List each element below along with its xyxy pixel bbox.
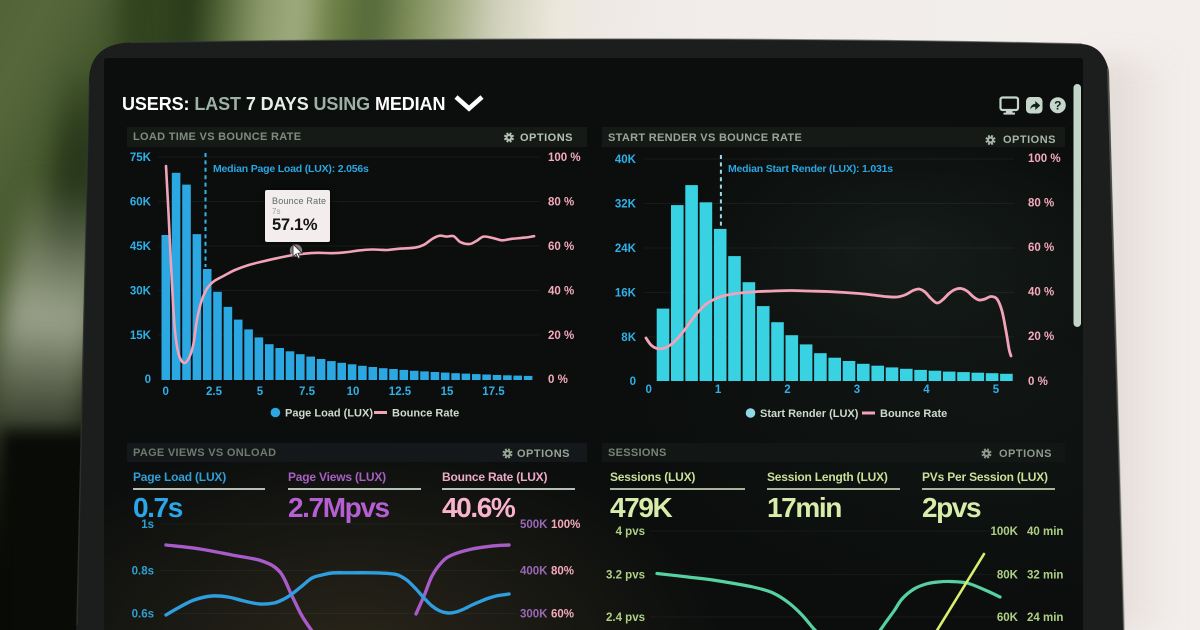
svg-text:80 %: 80 %	[1028, 198, 1054, 210]
svg-text:100K: 100K	[991, 526, 1019, 538]
svg-text:32K: 32K	[615, 199, 637, 211]
svg-text:Start Render (LUX): Start Render (LUX)	[760, 408, 859, 420]
svg-text:5: 5	[257, 386, 264, 398]
svg-text:20 %: 20 %	[548, 330, 574, 342]
svg-text:300K: 300K	[520, 608, 548, 620]
svg-text:60K: 60K	[130, 197, 152, 209]
svg-text:2: 2	[784, 384, 790, 396]
svg-text:32 min: 32 min	[1027, 569, 1063, 581]
svg-text:10: 10	[347, 386, 360, 398]
svg-text:40K: 40K	[615, 154, 637, 166]
svg-text:0.6s: 0.6s	[132, 608, 154, 620]
svg-text:24 min: 24 min	[1027, 612, 1063, 624]
svg-text:40 %: 40 %	[1028, 287, 1054, 299]
svg-text:60K: 60K	[997, 612, 1019, 624]
svg-text:?: ?	[1054, 99, 1061, 113]
svg-text:80%: 80%	[551, 565, 574, 577]
svg-text:0: 0	[630, 376, 636, 388]
svg-text:40 min: 40 min	[1027, 526, 1063, 538]
svg-text:80 %: 80 %	[548, 197, 574, 209]
svg-text:0 %: 0 %	[548, 374, 568, 386]
svg-text:20 %: 20 %	[1028, 331, 1054, 343]
svg-text:3.2 pvs: 3.2 pvs	[606, 569, 645, 581]
svg-text:2.5: 2.5	[206, 386, 223, 398]
svg-text:3: 3	[854, 384, 860, 396]
svg-text:17.5: 17.5	[482, 386, 505, 398]
svg-text:60 %: 60 %	[1028, 242, 1054, 254]
svg-text:15: 15	[441, 386, 454, 398]
svg-text:0.8s: 0.8s	[132, 565, 154, 577]
svg-text:16K: 16K	[615, 288, 637, 300]
svg-text:100%: 100%	[551, 519, 580, 531]
svg-text:80K: 80K	[997, 569, 1019, 581]
svg-text:2.4 pvs: 2.4 pvs	[606, 612, 645, 624]
svg-text:0: 0	[162, 386, 168, 398]
svg-text:Median Page Load (LUX): 2.056s: Median Page Load (LUX): 2.056s	[213, 163, 369, 175]
svg-text:12.5: 12.5	[389, 386, 412, 398]
svg-text:7.5: 7.5	[299, 386, 316, 398]
svg-text:30K: 30K	[130, 286, 152, 298]
svg-text:60 %: 60 %	[548, 241, 574, 253]
svg-text:500K: 500K	[520, 519, 548, 531]
svg-text:8K: 8K	[621, 332, 636, 344]
svg-text:100 %: 100 %	[548, 152, 581, 164]
svg-text:0: 0	[645, 384, 651, 396]
svg-text:Page Load (LUX): Page Load (LUX)	[285, 408, 373, 420]
svg-text:100 %: 100 %	[1028, 153, 1061, 165]
svg-text:1s: 1s	[141, 519, 154, 531]
svg-text:Bounce Rate: Bounce Rate	[880, 408, 947, 420]
svg-text:0: 0	[145, 374, 151, 386]
svg-text:Median Start Render (LUX): 1.0: Median Start Render (LUX): 1.031s	[728, 163, 893, 175]
svg-text:400K: 400K	[520, 565, 548, 577]
svg-text:4: 4	[923, 384, 930, 396]
svg-text:5: 5	[993, 384, 1000, 396]
svg-text:15K: 15K	[130, 330, 152, 342]
svg-text:1: 1	[715, 384, 722, 396]
svg-text:4 pvs: 4 pvs	[616, 526, 645, 538]
svg-text:24K: 24K	[615, 243, 637, 255]
svg-text:0 %: 0 %	[1028, 376, 1048, 388]
svg-text:40 %: 40 %	[548, 286, 574, 298]
svg-text:45K: 45K	[130, 241, 152, 253]
svg-text:75K: 75K	[130, 152, 152, 164]
svg-text:Bounce Rate: Bounce Rate	[392, 408, 459, 420]
svg-text:60%: 60%	[551, 608, 574, 620]
